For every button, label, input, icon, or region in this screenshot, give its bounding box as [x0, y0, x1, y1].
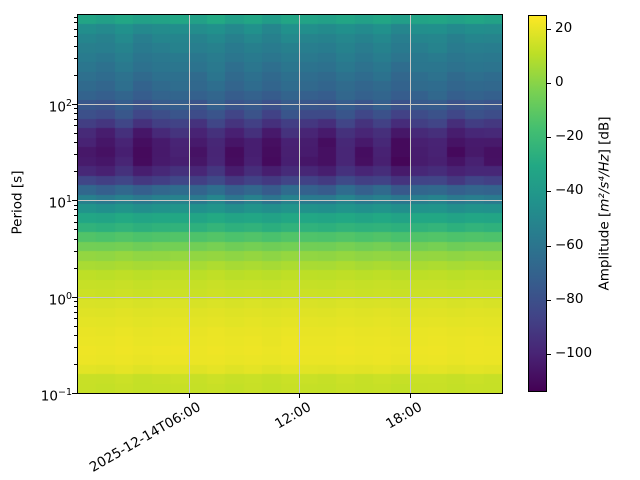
y-minor-tick [74, 301, 77, 302]
colorbar-tick [547, 137, 551, 138]
x-major-tick [299, 394, 300, 398]
x-major-tick [410, 394, 411, 398]
y-minor-tick [74, 335, 77, 336]
y-major-tick [72, 104, 77, 105]
y-tick-label: 10−1 [40, 387, 72, 405]
colorbar-tick-label: −100 [555, 345, 593, 361]
y-minor-tick [74, 268, 77, 269]
x-tick-label: 18:00 [383, 399, 425, 433]
colorbar-tick [547, 300, 551, 301]
colorbar-label: Amplitude [m²/s⁴/Hz] [dB] [597, 4, 614, 404]
colorbar-tick [547, 246, 551, 247]
y-minor-tick [74, 22, 77, 23]
y-minor-tick [74, 17, 77, 18]
x-tick-label: 12:00 [272, 399, 314, 433]
y-minor-tick [74, 318, 77, 319]
y-minor-tick [74, 251, 77, 252]
x-tick-label: 2025-12-14T06:00 [87, 399, 204, 476]
colorbar-tick-label: −40 [555, 182, 584, 198]
y-minor-tick [74, 239, 77, 240]
colorbar-label-prefix: Amplitude [ [596, 211, 613, 291]
plot-area [78, 15, 502, 393]
y-minor-tick [74, 222, 77, 223]
y-tick-label: 101 [48, 194, 72, 212]
grid-line-horizontal [78, 200, 502, 201]
colorbar [528, 15, 547, 392]
y-minor-tick [74, 108, 77, 109]
y-minor-tick [74, 306, 77, 307]
y-minor-tick [74, 46, 77, 47]
colorbar-label-suffix: ] [dB] [596, 116, 613, 155]
y-minor-tick [74, 215, 77, 216]
y-minor-tick [74, 125, 77, 126]
grid-line-vertical [189, 15, 190, 393]
y-minor-tick [74, 133, 77, 134]
colorbar-tick [547, 83, 551, 84]
spectrogram-heatmap [78, 15, 502, 393]
y-major-tick [72, 393, 77, 394]
y-minor-tick [74, 119, 77, 120]
y-minor-tick [74, 58, 77, 59]
grid-line-vertical [410, 15, 411, 393]
y-minor-tick [74, 29, 77, 30]
y-minor-tick [74, 205, 77, 206]
y-axis-label-text: Period [s] [9, 170, 26, 235]
colorbar-tick [547, 354, 551, 355]
grid-line-vertical [299, 15, 300, 393]
y-minor-tick [74, 326, 77, 327]
y-tick-label: 100 [48, 291, 72, 309]
colorbar-tick [547, 29, 551, 30]
y-minor-tick [74, 364, 77, 365]
y-minor-tick [74, 229, 77, 230]
colorbar-tick [547, 191, 551, 192]
y-minor-tick [74, 312, 77, 313]
colorbar-tick-label: 0 [555, 74, 564, 90]
colorbar-tick-label: 20 [555, 20, 573, 36]
colorbar-label-units: m²/s⁴/Hz [596, 154, 613, 212]
y-minor-tick [74, 171, 77, 172]
y-major-tick [72, 200, 77, 201]
y-minor-tick [74, 347, 77, 348]
y-minor-tick [74, 75, 77, 76]
x-major-tick [189, 394, 190, 398]
y-axis-label: Period [s] [10, 103, 27, 303]
grid-line-horizontal [78, 297, 502, 298]
colorbar-tick-label: −80 [555, 291, 584, 307]
y-minor-tick [74, 113, 77, 114]
colorbar-tick-label: −20 [555, 128, 584, 144]
grid-line-horizontal [78, 104, 502, 105]
y-minor-tick [74, 209, 77, 210]
colorbar-tick-label: −60 [555, 237, 584, 253]
y-tick-label: 102 [48, 98, 72, 116]
y-major-tick [72, 297, 77, 298]
y-minor-tick [74, 36, 77, 37]
y-minor-tick [74, 142, 77, 143]
y-minor-tick [74, 154, 77, 155]
